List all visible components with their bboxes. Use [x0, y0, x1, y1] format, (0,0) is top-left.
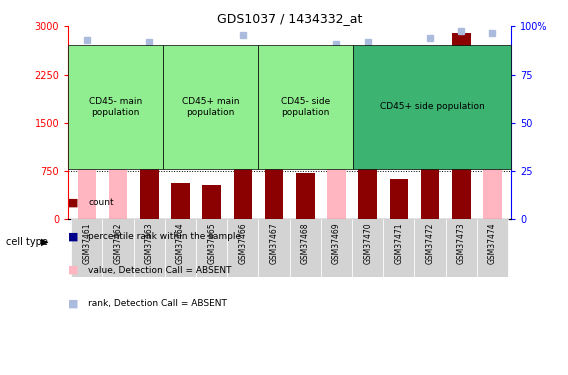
- Text: CD45+ main
population: CD45+ main population: [182, 97, 239, 117]
- FancyBboxPatch shape: [290, 219, 321, 278]
- Text: ▶: ▶: [41, 237, 49, 247]
- Text: rank, Detection Call = ABSENT: rank, Detection Call = ABSENT: [88, 299, 227, 308]
- Bar: [358, 132, 377, 219]
- Text: GSM37466: GSM37466: [239, 222, 248, 264]
- Bar: [108, 160, 127, 219]
- Text: percentile rank within the sample: percentile rank within the sample: [88, 232, 241, 241]
- Text: GSM37462: GSM37462: [114, 222, 123, 264]
- Bar: [327, 127, 346, 219]
- FancyBboxPatch shape: [352, 219, 383, 278]
- Bar: [296, 173, 315, 219]
- Text: GSM37468: GSM37468: [301, 222, 310, 264]
- Text: GSM37471: GSM37471: [394, 222, 403, 264]
- Text: CD45+ side population: CD45+ side population: [380, 102, 485, 111]
- Bar: [77, 132, 96, 219]
- Bar: [265, 158, 283, 219]
- FancyBboxPatch shape: [196, 219, 227, 278]
- Text: GSM37472: GSM37472: [425, 222, 435, 264]
- Text: count: count: [88, 198, 114, 207]
- Text: CD45- main
population: CD45- main population: [89, 97, 142, 117]
- Text: ■: ■: [68, 198, 78, 207]
- Text: cell type: cell type: [6, 237, 48, 247]
- Text: CD45- side
population: CD45- side population: [281, 97, 330, 117]
- Text: GSM37465: GSM37465: [207, 222, 216, 264]
- Text: GSM37467: GSM37467: [270, 222, 278, 264]
- FancyBboxPatch shape: [102, 219, 133, 278]
- Bar: [421, 115, 440, 219]
- Text: GSM37469: GSM37469: [332, 222, 341, 264]
- Text: GSM37473: GSM37473: [457, 222, 466, 264]
- Text: ■: ■: [68, 231, 78, 241]
- Bar: [452, 33, 471, 219]
- Bar: [233, 114, 252, 219]
- Text: value, Detection Call = ABSENT: value, Detection Call = ABSENT: [88, 266, 232, 274]
- FancyBboxPatch shape: [71, 219, 102, 278]
- Text: GSM37463: GSM37463: [145, 222, 154, 264]
- Bar: [483, 73, 502, 219]
- Text: GSM37474: GSM37474: [488, 222, 497, 264]
- Bar: [171, 183, 190, 219]
- Title: GDS1037 / 1434332_at: GDS1037 / 1434332_at: [217, 12, 362, 25]
- FancyBboxPatch shape: [477, 219, 508, 278]
- FancyBboxPatch shape: [227, 219, 258, 278]
- Text: GSM37464: GSM37464: [176, 222, 185, 264]
- Bar: [140, 128, 158, 219]
- Text: GSM37461: GSM37461: [82, 222, 91, 264]
- Bar: [390, 180, 408, 219]
- FancyBboxPatch shape: [446, 219, 477, 278]
- Text: GSM37470: GSM37470: [363, 222, 372, 264]
- FancyBboxPatch shape: [133, 219, 165, 278]
- FancyBboxPatch shape: [383, 219, 415, 278]
- Text: ■: ■: [68, 265, 78, 275]
- FancyBboxPatch shape: [165, 219, 196, 278]
- Bar: [202, 185, 221, 219]
- FancyBboxPatch shape: [321, 219, 352, 278]
- Text: ■: ■: [68, 299, 78, 309]
- FancyBboxPatch shape: [415, 219, 446, 278]
- FancyBboxPatch shape: [258, 219, 290, 278]
